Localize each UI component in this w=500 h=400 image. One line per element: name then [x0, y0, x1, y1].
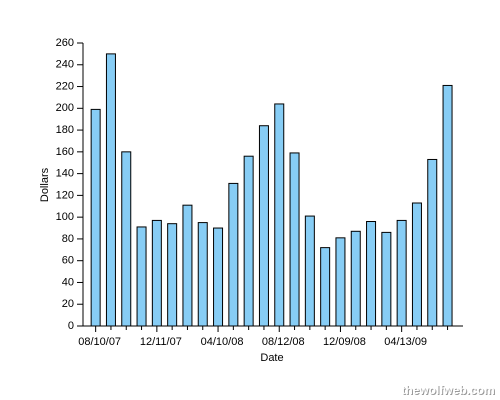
bar [228, 182, 239, 327]
y-tick-label: 160 [56, 146, 74, 158]
bar [427, 158, 438, 327]
bar [366, 221, 377, 327]
y-axis-label: Dollars [39, 167, 51, 202]
bar [105, 53, 116, 327]
bar [182, 204, 193, 327]
y-tick-label: 260 [56, 37, 74, 49]
y-tick-label: 40 [62, 276, 74, 288]
bar [213, 227, 224, 327]
x-tick-label: 04/13/09 [384, 336, 427, 348]
y-tick-label: 80 [62, 233, 74, 245]
x-tick-label: 12/11/07 [140, 336, 182, 348]
y-tick-label: 140 [56, 168, 74, 180]
bar [136, 226, 147, 327]
bar [90, 108, 101, 327]
bar [151, 219, 162, 327]
bar [121, 151, 132, 327]
bar [442, 84, 453, 327]
bar [289, 152, 300, 327]
watermark-shadow: thewolfweb.com [402, 384, 495, 398]
y-tick-label: 180 [56, 124, 74, 136]
x-tick-label: 08/12/08 [262, 336, 305, 348]
watermark: thewolfweb.com [401, 383, 494, 397]
y-tick-label: 240 [56, 59, 74, 71]
bar [258, 125, 269, 327]
bar [167, 223, 178, 327]
y-tick-label: 120 [56, 189, 74, 201]
bar [396, 219, 407, 327]
bar [411, 202, 422, 327]
bar [335, 237, 346, 327]
x-axis-label: Date [260, 352, 283, 364]
y-tick-label: 20 [62, 298, 74, 310]
bar [274, 103, 285, 327]
x-tick-label: 12/09/08 [323, 336, 366, 348]
x-tick-label: 08/10/07 [78, 336, 121, 348]
bar [243, 155, 254, 327]
y-tick-label: 0 [68, 320, 74, 332]
bar [197, 222, 208, 327]
bar [304, 215, 315, 327]
y-tick-label: 100 [56, 211, 74, 223]
y-tick-label: 200 [56, 102, 74, 114]
x-tick-label: 04/10/08 [201, 336, 244, 348]
bar [381, 231, 392, 327]
y-tick-label: 220 [56, 80, 74, 92]
bar [350, 230, 361, 327]
y-tick-label: 60 [62, 255, 74, 267]
bar [320, 247, 331, 327]
